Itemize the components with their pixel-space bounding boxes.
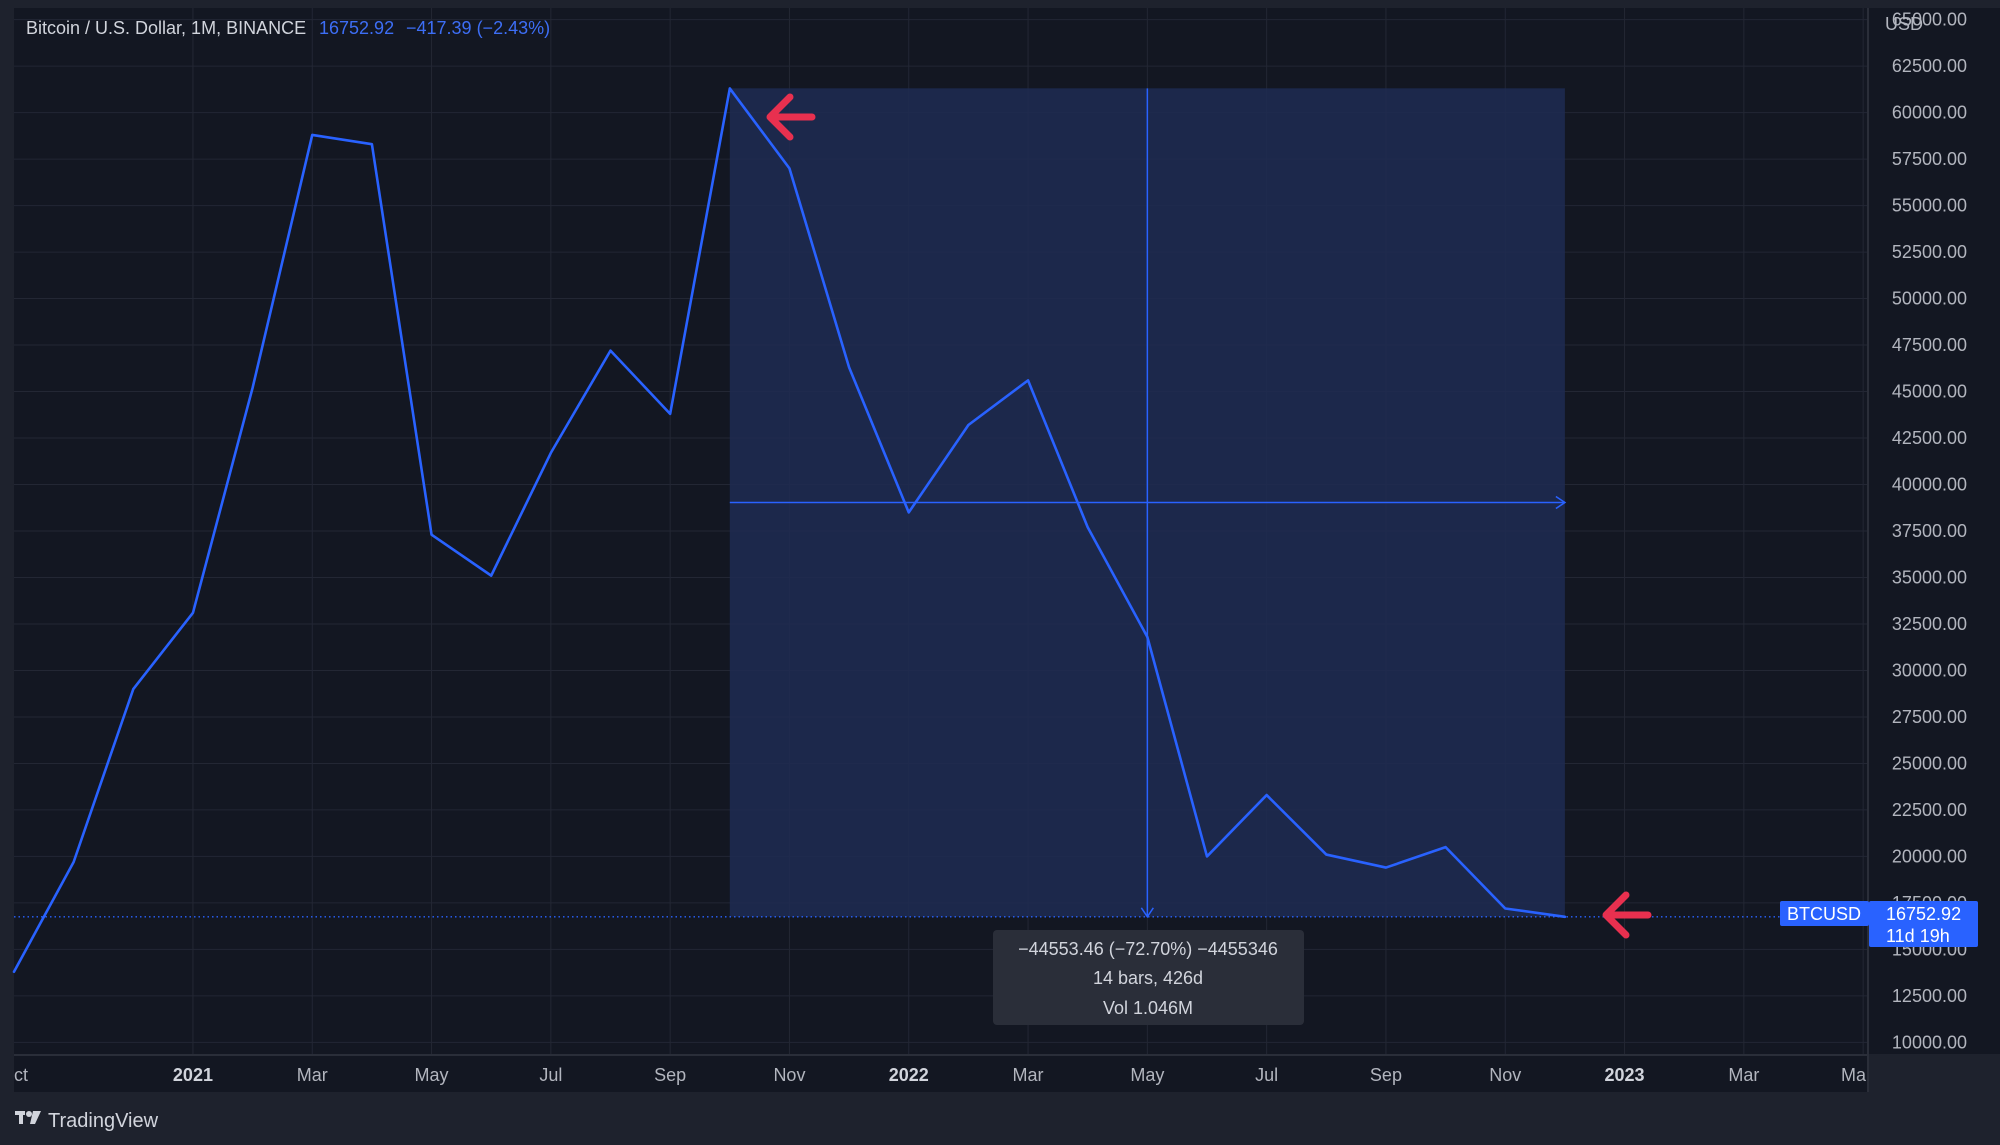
time-tick-label: 2023 (1605, 1065, 1645, 1085)
time-tick-label: Mar (1728, 1065, 1759, 1085)
brand-name: TradingView (48, 1110, 159, 1132)
tradingview-logo[interactable]: TradingView (15, 1110, 159, 1132)
measure-horizontal-arrowhead (1555, 495, 1567, 510)
measure-tooltip-volume: Vol 1.046M (1103, 998, 1193, 1018)
price-axis-labels: 10000.0012500.0015000.0017500.0020000.00… (1892, 10, 1967, 1053)
time-tick-label: Jul (539, 1065, 562, 1085)
price-tick-label: 50000.00 (1892, 289, 1967, 309)
price-tick-label: 32500.00 (1892, 614, 1967, 634)
time-tick-label: Sep (654, 1065, 686, 1085)
symbol-badge-box (1780, 901, 1869, 926)
price-tick-label: 27500.00 (1892, 707, 1967, 727)
logo-wedge (30, 1111, 41, 1124)
price-tick-label: 35000.00 (1892, 567, 1967, 587)
price-tick-label: 37500.00 (1892, 521, 1967, 541)
measure-tooltip-change: −44553.46 (−72.70%) −4455346 (1018, 939, 1278, 959)
price-series-line (12, 87, 1567, 974)
price-badge-box (1869, 901, 1978, 947)
logo-dot (26, 1111, 32, 1117)
tradingview-logo-icon (15, 1111, 41, 1124)
price-tick-label: 57500.00 (1892, 149, 1967, 169)
red-arrow-left-icon (766, 93, 816, 141)
price-tick-label: 52500.00 (1892, 242, 1967, 262)
time-tick-label: Jul (1255, 1065, 1278, 1085)
price-badge-price: 16752.92 (1886, 904, 1961, 924)
price-tick-label: 60000.00 (1892, 103, 1967, 123)
legend-change: −417.39 (−2.43%) (406, 18, 550, 38)
time-tick-label: ct (14, 1065, 28, 1085)
time-tick-label: May (1130, 1065, 1164, 1085)
price-tick-label: 55000.00 (1892, 196, 1967, 216)
price-tick-label: 42500.00 (1892, 428, 1967, 448)
time-tick-label: May (415, 1065, 449, 1085)
arrow-head (766, 93, 794, 141)
red-arrow-left-icon (1602, 891, 1652, 939)
time-tick-label: 2021 (173, 1065, 213, 1085)
price-axis-panel[interactable] (1869, 8, 2000, 1054)
time-tick-label: 2022 (889, 1065, 929, 1085)
price-tick-label: 65000.00 (1892, 10, 1967, 30)
symbol-badge-text: BTCUSD (1787, 904, 1861, 924)
measure-tool[interactable] (729, 88, 1567, 919)
arrow-head (1602, 891, 1630, 939)
measure-vertical-arrowhead (1140, 907, 1154, 919)
last-price-badge: BTCUSD 16752.92 11d 19h (1780, 901, 1978, 947)
price-tick-label: 45000.00 (1892, 382, 1967, 402)
symbol-title[interactable]: Bitcoin / U.S. Dollar, 1M, BINANCE (26, 18, 306, 38)
time-axis-panel[interactable] (14, 1056, 1867, 1092)
time-tick-label: Mar (1013, 1065, 1044, 1085)
logo-stem (19, 1111, 23, 1124)
price-tick-label: 30000.00 (1892, 660, 1967, 680)
price-tick-label: 47500.00 (1892, 335, 1967, 355)
price-tick-label: 62500.00 (1892, 56, 1967, 76)
time-tick-label: Ma (1841, 1065, 1867, 1085)
price-tick-label: 40000.00 (1892, 475, 1967, 495)
time-tick-label: Mar (297, 1065, 328, 1085)
series-layer (12, 87, 1867, 974)
price-badge-countdown: 11d 19h (1886, 926, 1950, 946)
currency-label: USD (1885, 14, 1923, 34)
price-tick-label: 10000.00 (1892, 1032, 1967, 1052)
time-tick-label: Nov (773, 1065, 805, 1085)
time-tick-label: Nov (1489, 1065, 1521, 1085)
legend-last-price: 16752.92 (319, 18, 394, 38)
price-tick-label: 22500.00 (1892, 800, 1967, 820)
price-tick-label: 20000.00 (1892, 846, 1967, 866)
measure-tooltip-bars: 14 bars, 426d (1093, 968, 1203, 988)
price-tick-label: 25000.00 (1892, 753, 1967, 773)
price-tick-label: 12500.00 (1892, 986, 1967, 1006)
measure-tooltip-box (993, 930, 1304, 1025)
measure-tooltip: −44553.46 (−72.70%) −4455346 14 bars, 42… (993, 930, 1304, 1025)
time-axis-labels: ct 2021 Mar May Jul Sep Nov 2022 Mar May Jul Sep Nov… (14, 1065, 1867, 1085)
time-tick-label: Sep (1370, 1065, 1402, 1085)
